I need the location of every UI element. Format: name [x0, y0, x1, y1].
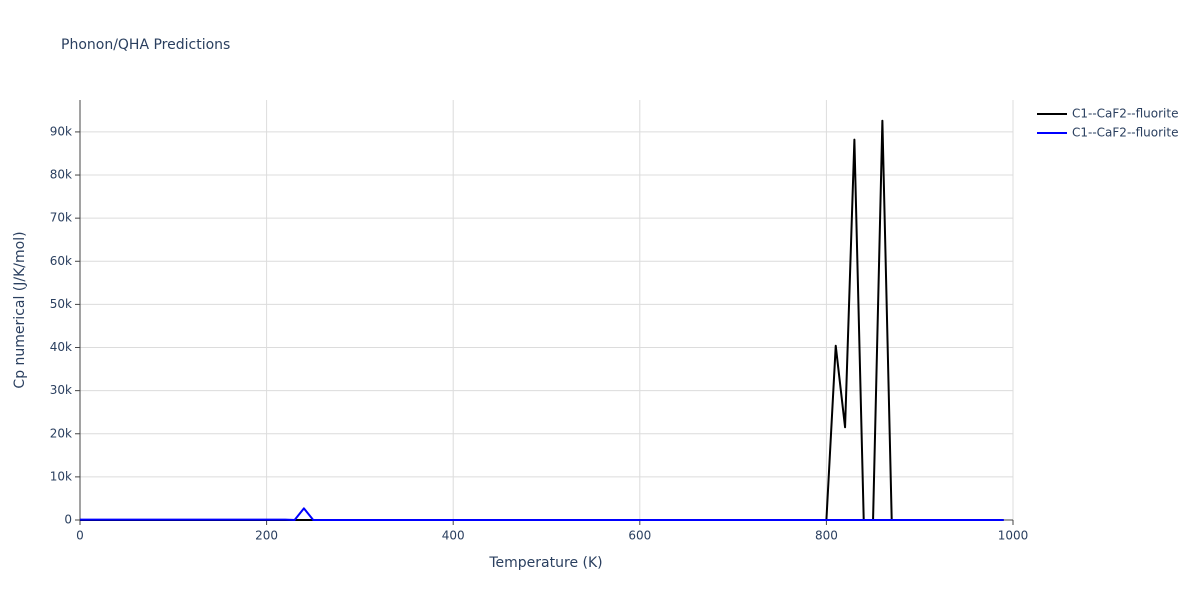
series-line [80, 119, 1004, 521]
x-tick-label: 200 [255, 529, 278, 543]
y-tick-label: 60k [50, 254, 72, 268]
legend-label: C1--CaF2--fluorite [1072, 126, 1178, 140]
y-tick-label: 50k [50, 297, 72, 311]
y-tick-label: 70k [50, 211, 72, 225]
y-tick-label: 30k [50, 383, 72, 397]
y-tick-label: 0 [64, 513, 72, 527]
y-axis-label: Cp numerical (J/K/mol) [12, 231, 28, 388]
chart-title: Phonon/QHA Predictions [61, 37, 230, 53]
y-tick-label: 20k [50, 426, 72, 440]
y-tick-label: 80k [50, 168, 72, 182]
y-tick-label: 10k [50, 469, 72, 483]
series-line [80, 507, 1004, 521]
y-tick-label: 40k [50, 340, 72, 354]
x-tick-label: 800 [815, 529, 838, 543]
x-tick-label: 0 [76, 529, 84, 543]
y-tick-label: 90k [50, 124, 72, 138]
x-tick-label: 600 [628, 529, 651, 543]
x-tick-label: 400 [442, 529, 465, 543]
x-tick-label: 1000 [998, 529, 1029, 543]
x-axis-label: Temperature (K) [488, 555, 602, 571]
legend-label: C1--CaF2--fluorite [1072, 107, 1178, 121]
